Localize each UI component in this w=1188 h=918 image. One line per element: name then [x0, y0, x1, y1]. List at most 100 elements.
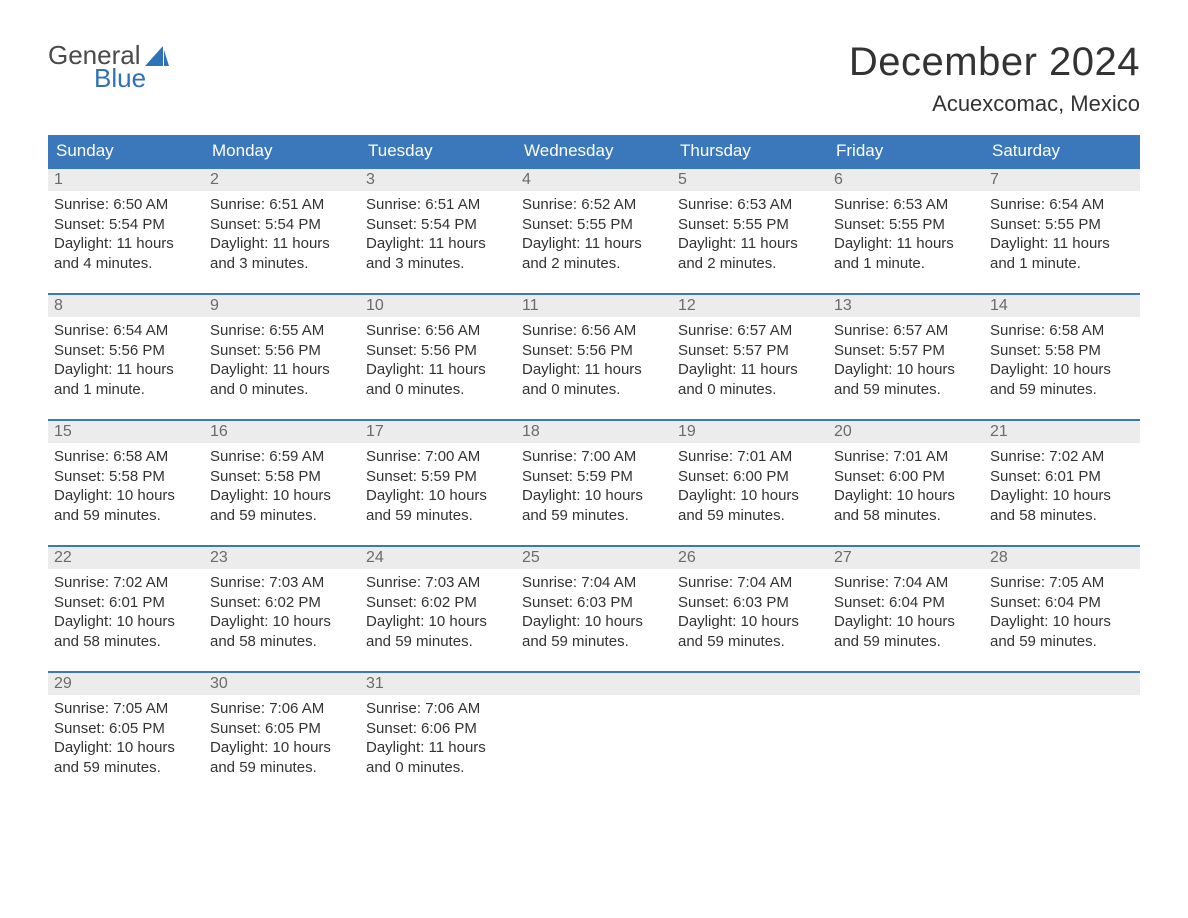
daylight-line: Daylight: 11 hours and 3 minutes. — [366, 234, 510, 273]
day-body: Sunrise: 6:58 AMSunset: 5:58 PMDaylight:… — [984, 317, 1140, 405]
daylight-line: Daylight: 10 hours and 58 minutes. — [210, 612, 354, 651]
sunset-line: Sunset: 5:56 PM — [366, 341, 510, 361]
sunset-line: Sunset: 6:00 PM — [834, 467, 978, 487]
sunset-line: Sunset: 6:04 PM — [990, 593, 1134, 613]
day-body: Sunrise: 7:03 AMSunset: 6:02 PMDaylight:… — [360, 569, 516, 657]
daylight-line: Daylight: 10 hours and 59 minutes. — [834, 612, 978, 651]
sunset-line: Sunset: 6:00 PM — [678, 467, 822, 487]
weekday-saturday: Saturday — [984, 135, 1140, 167]
daylight-line: Daylight: 10 hours and 59 minutes. — [54, 738, 198, 777]
sunset-line: Sunset: 5:58 PM — [54, 467, 198, 487]
sunset-line: Sunset: 6:02 PM — [366, 593, 510, 613]
day-cell: 11Sunrise: 6:56 AMSunset: 5:56 PMDayligh… — [516, 295, 672, 405]
day-number: 18 — [516, 421, 672, 443]
sunrise-line: Sunrise: 6:58 AM — [990, 321, 1134, 341]
day-cell: 2Sunrise: 6:51 AMSunset: 5:54 PMDaylight… — [204, 169, 360, 279]
daylight-line: Daylight: 10 hours and 59 minutes. — [522, 486, 666, 525]
daylight-line: Daylight: 10 hours and 59 minutes. — [678, 612, 822, 651]
calendar: Sunday Monday Tuesday Wednesday Thursday… — [48, 135, 1140, 783]
week-row: 1Sunrise: 6:50 AMSunset: 5:54 PMDaylight… — [48, 167, 1140, 279]
day-body: Sunrise: 6:56 AMSunset: 5:56 PMDaylight:… — [516, 317, 672, 405]
daylight-line: Daylight: 10 hours and 59 minutes. — [990, 360, 1134, 399]
day-cell: 27Sunrise: 7:04 AMSunset: 6:04 PMDayligh… — [828, 547, 984, 657]
sunrise-line: Sunrise: 7:03 AM — [210, 573, 354, 593]
day-cell: 30Sunrise: 7:06 AMSunset: 6:05 PMDayligh… — [204, 673, 360, 783]
day-number: 1 — [48, 169, 204, 191]
day-number: 10 — [360, 295, 516, 317]
sunset-line: Sunset: 6:04 PM — [834, 593, 978, 613]
day-body: Sunrise: 7:04 AMSunset: 6:03 PMDaylight:… — [516, 569, 672, 657]
day-number: 7 — [984, 169, 1140, 191]
day-body: Sunrise: 6:57 AMSunset: 5:57 PMDaylight:… — [672, 317, 828, 405]
sunset-line: Sunset: 5:57 PM — [678, 341, 822, 361]
sunset-line: Sunset: 6:03 PM — [522, 593, 666, 613]
day-number: 29 — [48, 673, 204, 695]
sunset-line: Sunset: 6:03 PM — [678, 593, 822, 613]
day-body: Sunrise: 7:04 AMSunset: 6:04 PMDaylight:… — [828, 569, 984, 657]
day-number: 4 — [516, 169, 672, 191]
day-cell: 8Sunrise: 6:54 AMSunset: 5:56 PMDaylight… — [48, 295, 204, 405]
sunset-line: Sunset: 5:54 PM — [54, 215, 198, 235]
sunrise-line: Sunrise: 6:59 AM — [210, 447, 354, 467]
sunset-line: Sunset: 5:57 PM — [834, 341, 978, 361]
day-cell: 26Sunrise: 7:04 AMSunset: 6:03 PMDayligh… — [672, 547, 828, 657]
week-row: 8Sunrise: 6:54 AMSunset: 5:56 PMDaylight… — [48, 293, 1140, 405]
sunset-line: Sunset: 5:54 PM — [366, 215, 510, 235]
sunrise-line: Sunrise: 6:58 AM — [54, 447, 198, 467]
sunrise-line: Sunrise: 6:57 AM — [834, 321, 978, 341]
day-cell: 24Sunrise: 7:03 AMSunset: 6:02 PMDayligh… — [360, 547, 516, 657]
sunset-line: Sunset: 5:58 PM — [990, 341, 1134, 361]
logo-text-blue: Blue — [94, 63, 169, 94]
day-number: 25 — [516, 547, 672, 569]
sunrise-line: Sunrise: 6:56 AM — [366, 321, 510, 341]
sunrise-line: Sunrise: 7:01 AM — [834, 447, 978, 467]
day-cell: 3Sunrise: 6:51 AMSunset: 5:54 PMDaylight… — [360, 169, 516, 279]
day-body: Sunrise: 6:51 AMSunset: 5:54 PMDaylight:… — [360, 191, 516, 279]
day-cell — [672, 673, 828, 783]
sunrise-line: Sunrise: 6:53 AM — [834, 195, 978, 215]
sunset-line: Sunset: 6:01 PM — [54, 593, 198, 613]
sunrise-line: Sunrise: 7:00 AM — [522, 447, 666, 467]
day-cell: 21Sunrise: 7:02 AMSunset: 6:01 PMDayligh… — [984, 421, 1140, 531]
daylight-line: Daylight: 11 hours and 1 minute. — [54, 360, 198, 399]
day-number: 27 — [828, 547, 984, 569]
month-title: December 2024 — [849, 40, 1140, 85]
day-body: Sunrise: 7:04 AMSunset: 6:03 PMDaylight:… — [672, 569, 828, 657]
sunset-line: Sunset: 5:59 PM — [366, 467, 510, 487]
daylight-line: Daylight: 10 hours and 58 minutes. — [834, 486, 978, 525]
weekday-header-row: Sunday Monday Tuesday Wednesday Thursday… — [48, 135, 1140, 167]
day-body: Sunrise: 6:55 AMSunset: 5:56 PMDaylight:… — [204, 317, 360, 405]
day-number: 5 — [672, 169, 828, 191]
weeks-container: 1Sunrise: 6:50 AMSunset: 5:54 PMDaylight… — [48, 167, 1140, 783]
day-number: 31 — [360, 673, 516, 695]
day-cell: 25Sunrise: 7:04 AMSunset: 6:03 PMDayligh… — [516, 547, 672, 657]
day-cell: 9Sunrise: 6:55 AMSunset: 5:56 PMDaylight… — [204, 295, 360, 405]
sunset-line: Sunset: 5:56 PM — [522, 341, 666, 361]
day-body: Sunrise: 6:57 AMSunset: 5:57 PMDaylight:… — [828, 317, 984, 405]
day-number: 9 — [204, 295, 360, 317]
daylight-line: Daylight: 11 hours and 0 minutes. — [522, 360, 666, 399]
daylight-line: Daylight: 11 hours and 1 minute. — [834, 234, 978, 273]
sunrise-line: Sunrise: 6:50 AM — [54, 195, 198, 215]
weekday-monday: Monday — [204, 135, 360, 167]
sunset-line: Sunset: 6:05 PM — [210, 719, 354, 739]
daylight-line: Daylight: 10 hours and 59 minutes. — [54, 486, 198, 525]
day-number — [672, 673, 828, 695]
day-body: Sunrise: 7:06 AMSunset: 6:05 PMDaylight:… — [204, 695, 360, 783]
logo: General Blue — [48, 40, 169, 94]
weekday-wednesday: Wednesday — [516, 135, 672, 167]
day-body: Sunrise: 6:56 AMSunset: 5:56 PMDaylight:… — [360, 317, 516, 405]
sunrise-line: Sunrise: 7:04 AM — [678, 573, 822, 593]
weekday-friday: Friday — [828, 135, 984, 167]
day-number: 17 — [360, 421, 516, 443]
day-cell: 7Sunrise: 6:54 AMSunset: 5:55 PMDaylight… — [984, 169, 1140, 279]
daylight-line: Daylight: 10 hours and 59 minutes. — [522, 612, 666, 651]
weekday-tuesday: Tuesday — [360, 135, 516, 167]
day-cell: 14Sunrise: 6:58 AMSunset: 5:58 PMDayligh… — [984, 295, 1140, 405]
day-body: Sunrise: 6:54 AMSunset: 5:55 PMDaylight:… — [984, 191, 1140, 279]
daylight-line: Daylight: 11 hours and 0 minutes. — [678, 360, 822, 399]
daylight-line: Daylight: 10 hours and 59 minutes. — [366, 612, 510, 651]
sunrise-line: Sunrise: 6:51 AM — [210, 195, 354, 215]
day-cell: 23Sunrise: 7:03 AMSunset: 6:02 PMDayligh… — [204, 547, 360, 657]
day-body: Sunrise: 7:06 AMSunset: 6:06 PMDaylight:… — [360, 695, 516, 783]
